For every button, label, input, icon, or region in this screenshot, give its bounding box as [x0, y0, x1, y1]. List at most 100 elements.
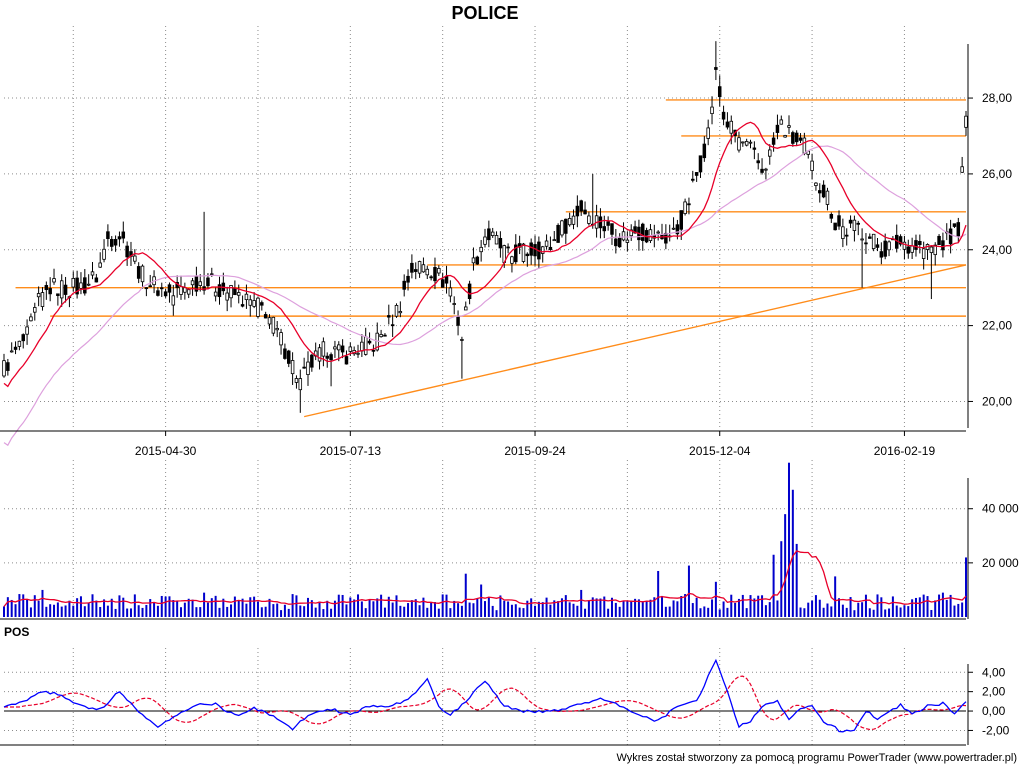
candle-body — [937, 235, 941, 246]
volume-bar — [318, 601, 321, 617]
volume-bar — [934, 600, 937, 617]
volume-bar — [553, 600, 556, 617]
candle-body — [421, 264, 426, 273]
volume-bar — [514, 604, 517, 617]
candle-body — [768, 149, 772, 157]
candle-body — [59, 280, 64, 299]
candle-body — [337, 344, 341, 351]
volume-bar — [560, 598, 563, 617]
price-tick-label: 24,00 — [982, 243, 1012, 257]
volume-bar — [787, 462, 790, 617]
volume-bar — [68, 600, 71, 617]
volume-bar — [276, 603, 279, 617]
candle-body — [810, 160, 814, 171]
volume-bar — [141, 607, 144, 617]
candle-body — [779, 119, 784, 125]
volume-bar — [557, 601, 560, 617]
candle-body — [267, 317, 272, 325]
candle-body — [33, 307, 37, 313]
volume-bar — [780, 541, 783, 617]
candle-body — [571, 215, 576, 225]
volume-bar — [210, 598, 213, 617]
volume-bar — [857, 602, 860, 617]
volume-bar — [876, 594, 879, 617]
volume-bar — [168, 596, 171, 617]
volume-bar — [260, 607, 263, 617]
volume-bar — [718, 609, 721, 617]
candle-body — [98, 262, 102, 268]
volume-bar — [618, 606, 621, 617]
volume-bar — [249, 597, 252, 617]
candle-body — [398, 311, 403, 314]
volume-bar — [368, 599, 371, 617]
volume-bar — [830, 606, 833, 617]
volume-bar — [965, 557, 967, 617]
candle-body — [379, 334, 383, 338]
candle-body — [564, 218, 568, 234]
candle-body — [437, 268, 441, 274]
volume-bar — [518, 607, 521, 617]
volume-bar — [861, 602, 864, 617]
volume-bar — [714, 581, 717, 617]
volume-bar — [522, 608, 525, 617]
candle-body — [540, 246, 545, 254]
candle-body — [86, 283, 91, 286]
volume-bar — [310, 600, 313, 617]
candle-body — [625, 239, 630, 243]
volume-bar — [707, 607, 710, 617]
volume-bar — [637, 599, 640, 617]
volume-bar — [330, 608, 333, 617]
volume-bar — [206, 602, 209, 617]
volume-bar — [622, 601, 625, 617]
candle-body — [356, 352, 360, 355]
volume-bar — [410, 600, 413, 617]
candle-body — [140, 265, 145, 283]
candle-body — [383, 334, 387, 337]
candle-body — [144, 287, 149, 290]
volume-bar — [911, 599, 914, 617]
candle-body — [679, 210, 683, 230]
volume-bar — [153, 602, 156, 617]
volume-moving-average — [3, 550, 967, 607]
candle-body — [321, 341, 326, 357]
candle-body — [217, 284, 222, 298]
candle-body — [714, 67, 718, 70]
volume-bar — [3, 606, 5, 617]
volume-bar — [272, 604, 275, 617]
candle-body — [579, 200, 583, 212]
candle-body — [760, 168, 764, 173]
volume-bar — [834, 576, 837, 617]
candle-body — [348, 346, 353, 352]
volume-bar — [772, 554, 775, 617]
volume-bar — [95, 600, 98, 617]
candle-body — [244, 293, 249, 301]
candle-body — [233, 288, 237, 296]
volume-bar — [918, 597, 921, 617]
volume-panel: 20 000 40 000 — [0, 460, 1019, 620]
pos-tick-label: 2,00 — [982, 685, 1006, 699]
candle-body — [498, 238, 503, 249]
candle-body — [413, 269, 418, 272]
candle-body — [756, 160, 760, 164]
candle-body — [225, 292, 229, 301]
volume-bar — [49, 604, 52, 617]
volume-bar — [741, 594, 744, 617]
volume-bar — [649, 599, 652, 617]
candle-body — [737, 137, 741, 151]
candle-body — [83, 277, 87, 294]
candle-body — [802, 137, 807, 154]
candle-body — [848, 219, 853, 224]
volume-bar — [626, 600, 629, 617]
candle-body — [167, 284, 172, 293]
volume-bar — [395, 595, 398, 617]
candle-body — [729, 120, 734, 134]
volume-bar — [195, 607, 198, 617]
candle-body — [294, 378, 299, 383]
volume-bar — [791, 489, 794, 617]
candle-body — [933, 244, 937, 256]
candle-body — [656, 231, 660, 234]
volume-bar — [14, 604, 17, 617]
candle-body — [2, 360, 6, 377]
volume-bar — [164, 596, 167, 617]
volume-bar — [137, 605, 140, 617]
